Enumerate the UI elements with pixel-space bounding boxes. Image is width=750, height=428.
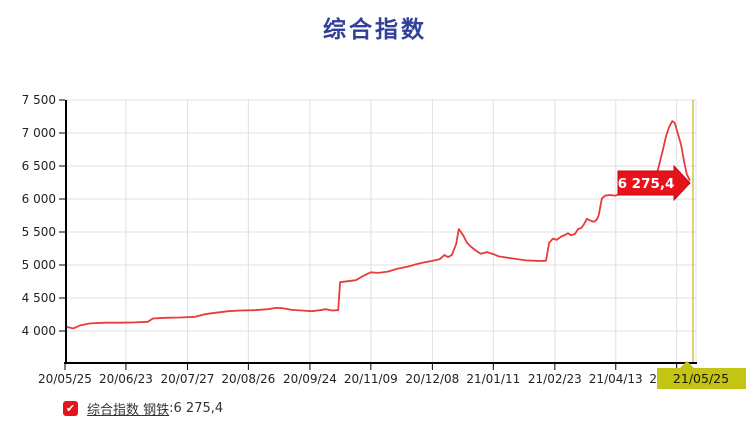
legend-series-label[interactable]: 综合指数 钢铁 [87,402,170,418]
value-callout [617,164,691,202]
check-icon: ✔ [65,401,76,415]
y-tick-label: 4 000 [22,324,56,338]
x-tick-label: 21/01/11 [466,372,520,386]
y-tick-label: 6 500 [22,159,56,173]
legend-separator: : [169,400,174,416]
legend: ✔ 综合指数 钢铁 : 6 275,4 [63,399,224,418]
x-tick-label: 20/12/08 [405,372,459,386]
x-tick-label: 20/08/26 [221,372,275,386]
value-callout-label: 6 275,4 [618,176,675,192]
series-checkbox[interactable]: ✔ [63,400,78,416]
x-tick-label: 20/06/23 [99,372,153,386]
y-tick-label: 6 000 [22,192,56,206]
x-tick-label: 20/11/09 [344,372,398,386]
x-tick-label: 21/04/13 [589,372,643,386]
y-tick-label: 5 500 [22,225,56,239]
page-title: 综合指数 [323,17,427,43]
y-tick-label: 7 000 [22,126,56,140]
y-tick-label: 5 000 [22,258,56,272]
x-tick-label: 20/07/27 [161,372,215,386]
x-tick-label: 21/02/23 [528,372,582,386]
x-tick-label: 20/09/24 [283,372,337,386]
legend-value: 6 275,4 [173,400,224,416]
y-tick-label: 4 500 [22,291,56,305]
x-tick-label: 2 [649,372,657,386]
cursor-date-label: 21/05/25 [673,371,729,386]
x-tick-label: 20/05/25 [38,372,92,386]
y-tick-label: 7 500 [22,93,56,107]
cursor-date-box [657,361,746,389]
